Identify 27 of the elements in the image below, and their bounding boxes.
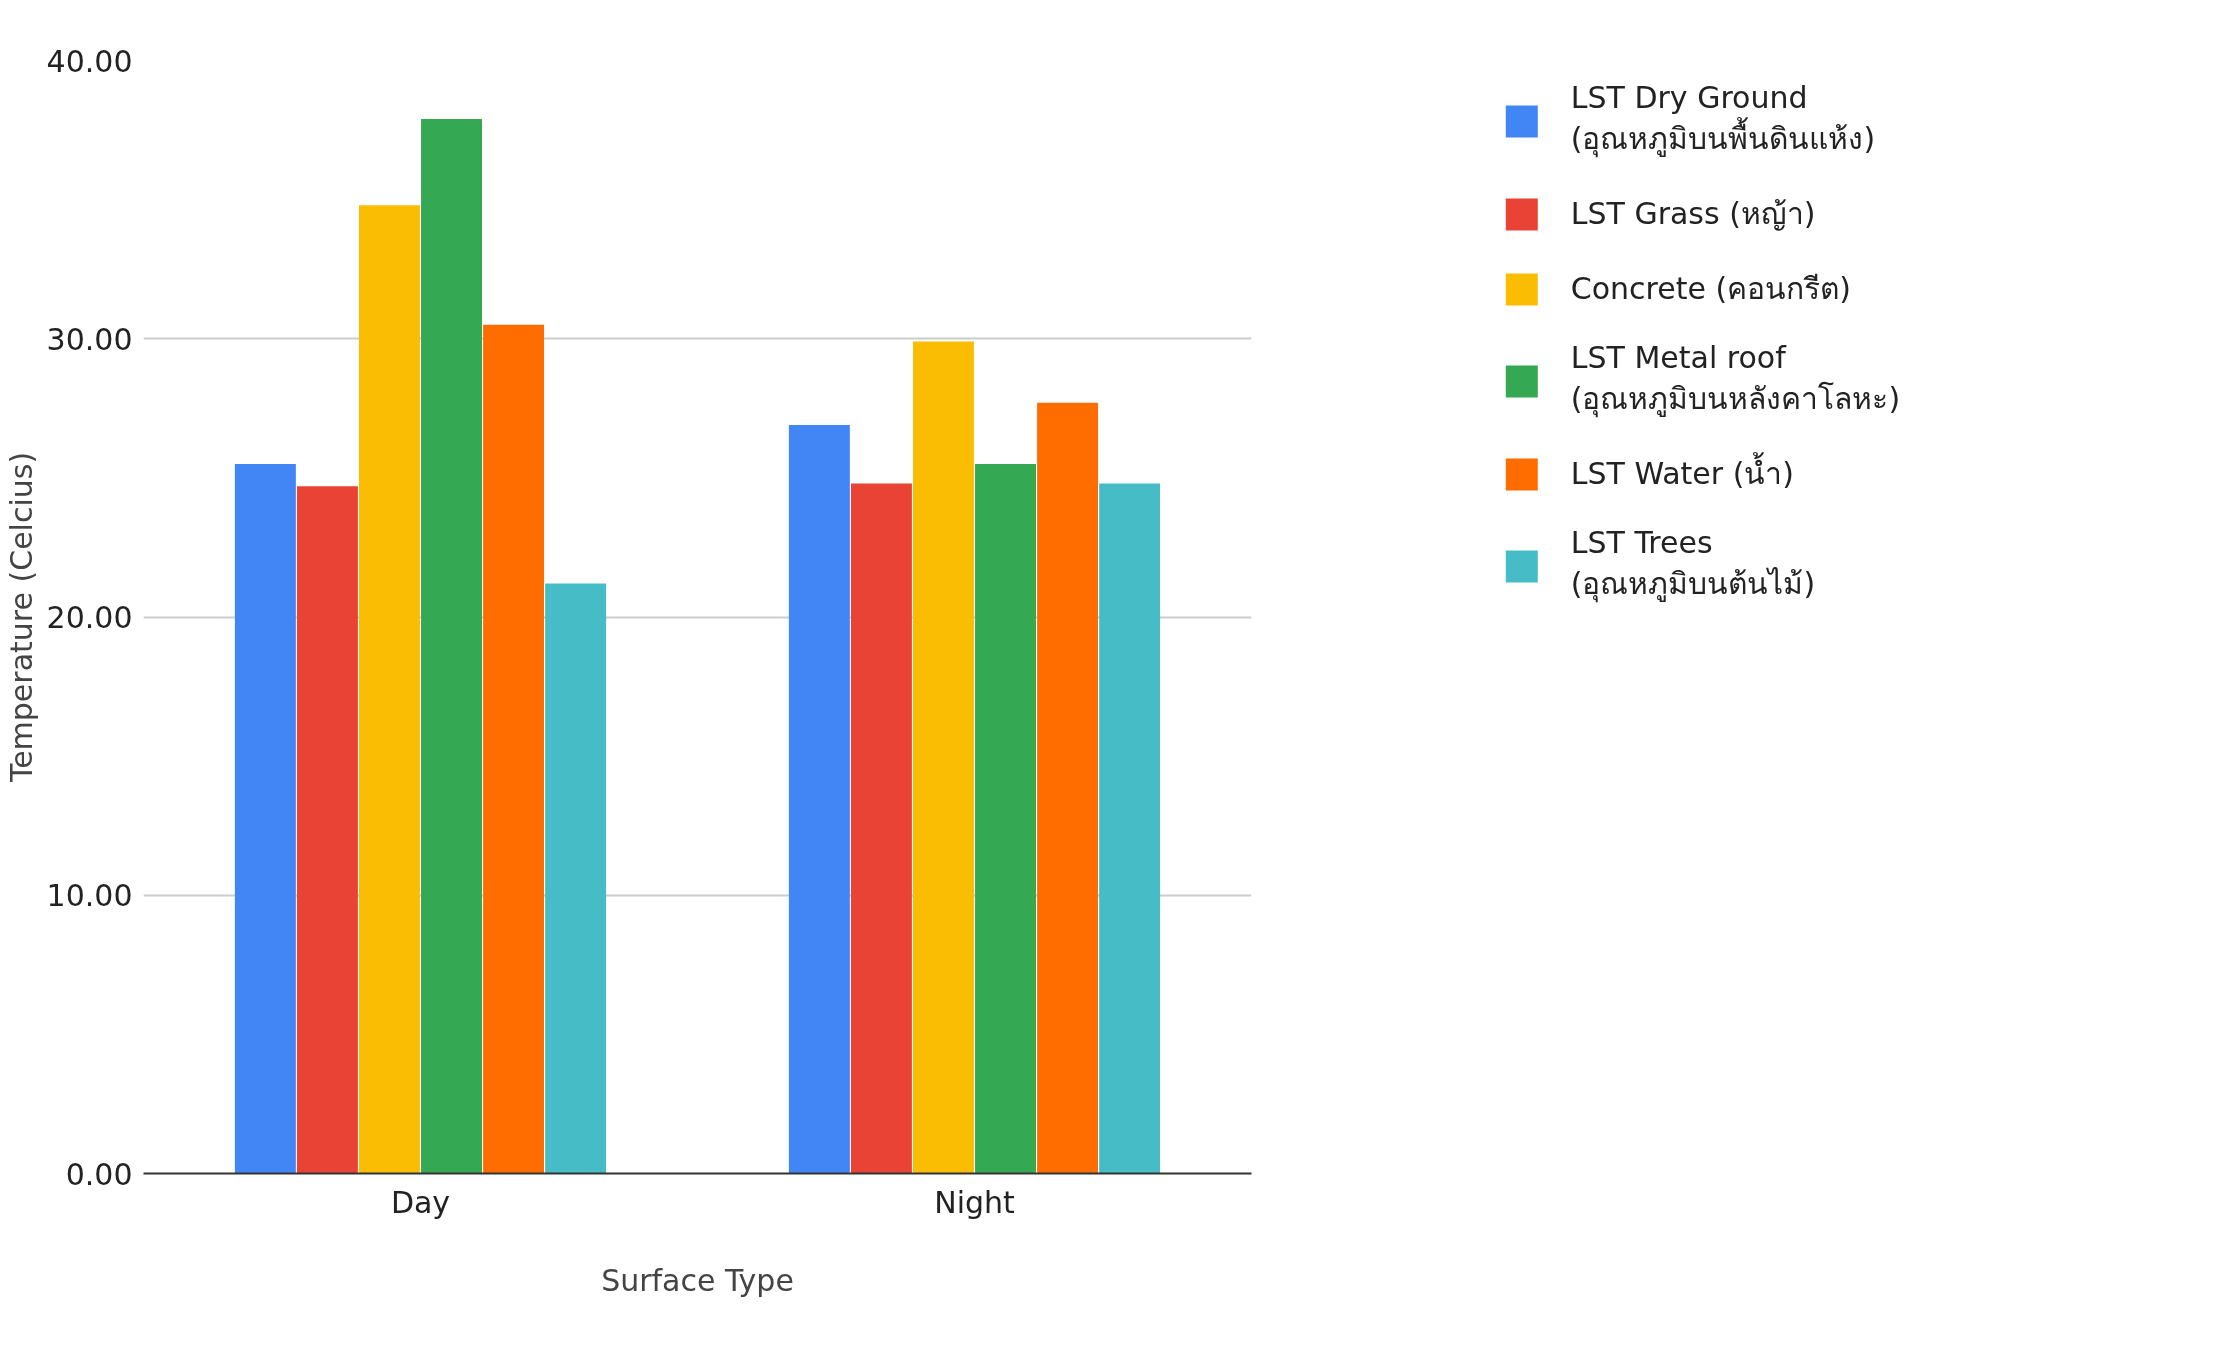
bar bbox=[788, 425, 850, 1174]
x-axis-title: Surface Type bbox=[601, 1262, 794, 1298]
bar bbox=[913, 341, 974, 1174]
legend-label: LST Grass (หญ้า) bbox=[1570, 195, 1816, 233]
bar bbox=[1037, 402, 1099, 1174]
bar bbox=[850, 483, 912, 1174]
bar bbox=[296, 486, 358, 1174]
y-tick-label: 20.00 bbox=[46, 600, 133, 635]
legend-label: LST Water (น้ำ) bbox=[1570, 451, 1795, 493]
bar bbox=[545, 583, 607, 1174]
y-tick-label: 30.00 bbox=[46, 321, 133, 357]
x-tick-label: Day bbox=[390, 1184, 451, 1220]
bar bbox=[234, 463, 296, 1174]
legend-label: Concrete (คอนกรีต) bbox=[1570, 270, 1851, 308]
bar bbox=[359, 205, 420, 1174]
bar bbox=[421, 118, 482, 1174]
legend-label: LST Dry Ground (อุณหภูมิบนพื้นดินแห้ง) bbox=[1570, 80, 1876, 160]
y-tick-label: 40.00 bbox=[46, 43, 133, 79]
bar bbox=[1099, 483, 1161, 1174]
bar bbox=[483, 324, 545, 1174]
legend-label: LST Trees (อุณหภูมิบนต้นไม้) bbox=[1570, 525, 1816, 605]
y-tick-label: 0.00 bbox=[65, 1156, 133, 1192]
y-axis-title: Temperature (Celcius) bbox=[3, 451, 39, 784]
x-tick-label: Night bbox=[934, 1184, 1016, 1220]
y-tick-label: 10.00 bbox=[46, 878, 133, 914]
legend-label: LST Metal roof (อุณหภูมิบนหลังคาโลหะ) bbox=[1570, 340, 1901, 420]
bar bbox=[975, 463, 1036, 1174]
